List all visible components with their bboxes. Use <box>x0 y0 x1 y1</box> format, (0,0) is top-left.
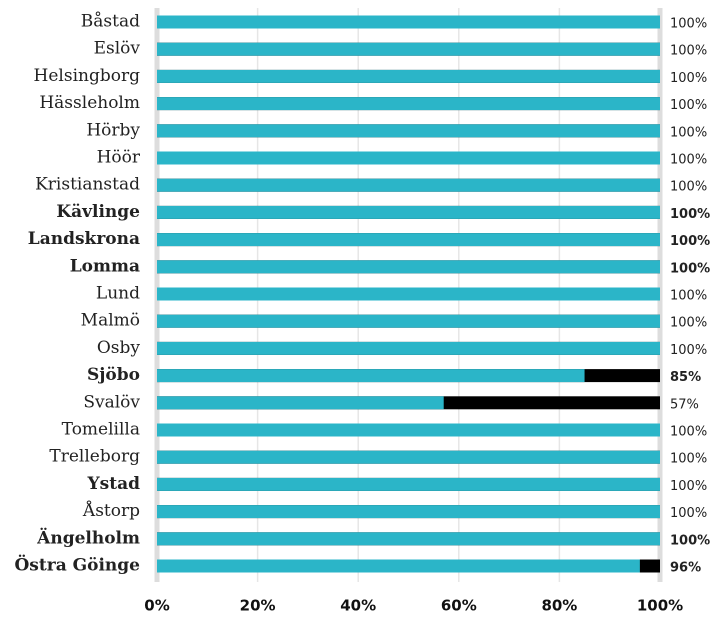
value-label: 100% <box>670 343 707 358</box>
x-tick-label: 100% <box>637 597 683 615</box>
category-label: Eslöv <box>94 39 141 59</box>
value-label: 100% <box>670 180 707 195</box>
x-tick-label: 0% <box>144 597 169 615</box>
value-label: 100% <box>670 125 707 140</box>
x-tick-label: 40% <box>340 597 376 615</box>
value-label: 100% <box>670 533 710 548</box>
category-label: Malmö <box>81 311 140 331</box>
value-label: 100% <box>670 479 707 494</box>
value-label: 100% <box>670 261 710 276</box>
bar <box>157 450 660 464</box>
bar <box>157 532 660 546</box>
category-label: Landskrona <box>28 229 140 249</box>
value-label: 100% <box>670 234 710 249</box>
category-label: Ystad <box>87 474 141 494</box>
value-label: 100% <box>670 452 707 467</box>
category-label: Hässleholm <box>39 93 140 113</box>
value-label: 100% <box>670 17 707 32</box>
category-label: Båstad <box>81 12 140 32</box>
value-label: 100% <box>670 98 707 113</box>
bar <box>157 233 660 247</box>
category-label: Åstorp <box>82 500 140 521</box>
bar <box>157 124 660 138</box>
category-label: Östra Göinge <box>15 555 141 576</box>
bar <box>157 559 640 573</box>
bar <box>157 260 660 274</box>
x-tick-label: 80% <box>541 597 577 615</box>
bar <box>157 287 660 301</box>
value-label: 100% <box>670 425 707 440</box>
bar <box>157 69 660 83</box>
value-label: 100% <box>670 44 707 59</box>
bar <box>157 97 660 111</box>
bar <box>157 341 660 355</box>
bar <box>157 477 660 491</box>
value-label: 100% <box>670 506 707 521</box>
x-tick-label: 60% <box>441 597 477 615</box>
category-label: Hörby <box>86 120 140 140</box>
category-label: Osby <box>97 338 141 358</box>
value-label: 85% <box>670 370 701 385</box>
category-label: Helsingborg <box>34 66 141 86</box>
category-label: Sjöbo <box>87 365 140 385</box>
bar <box>157 369 585 383</box>
value-label: 100% <box>670 71 707 86</box>
bar <box>157 42 660 56</box>
category-label: Ängelholm <box>36 527 140 548</box>
value-label: 96% <box>670 561 701 576</box>
x-tick-label: 20% <box>240 597 276 615</box>
category-label: Lund <box>96 284 140 304</box>
bar <box>157 505 660 519</box>
category-label: Höör <box>97 148 141 168</box>
bar <box>157 314 660 328</box>
value-label: 100% <box>670 316 707 331</box>
bar <box>157 396 444 410</box>
category-label: Svalöv <box>83 392 140 412</box>
value-label: 100% <box>670 289 707 304</box>
bar <box>157 205 660 219</box>
value-label: 100% <box>670 153 707 168</box>
value-label: 100% <box>670 207 710 222</box>
bar <box>157 423 660 437</box>
bar <box>157 178 660 192</box>
bar <box>157 15 660 29</box>
category-label: Lomma <box>70 256 140 276</box>
bar <box>157 151 660 165</box>
category-label: Kävlinge <box>56 202 140 222</box>
value-label: 57% <box>670 397 699 412</box>
category-label: Tomelilla <box>62 420 140 440</box>
category-label: Trelleborg <box>49 447 140 467</box>
category-label: Kristianstad <box>35 175 140 195</box>
